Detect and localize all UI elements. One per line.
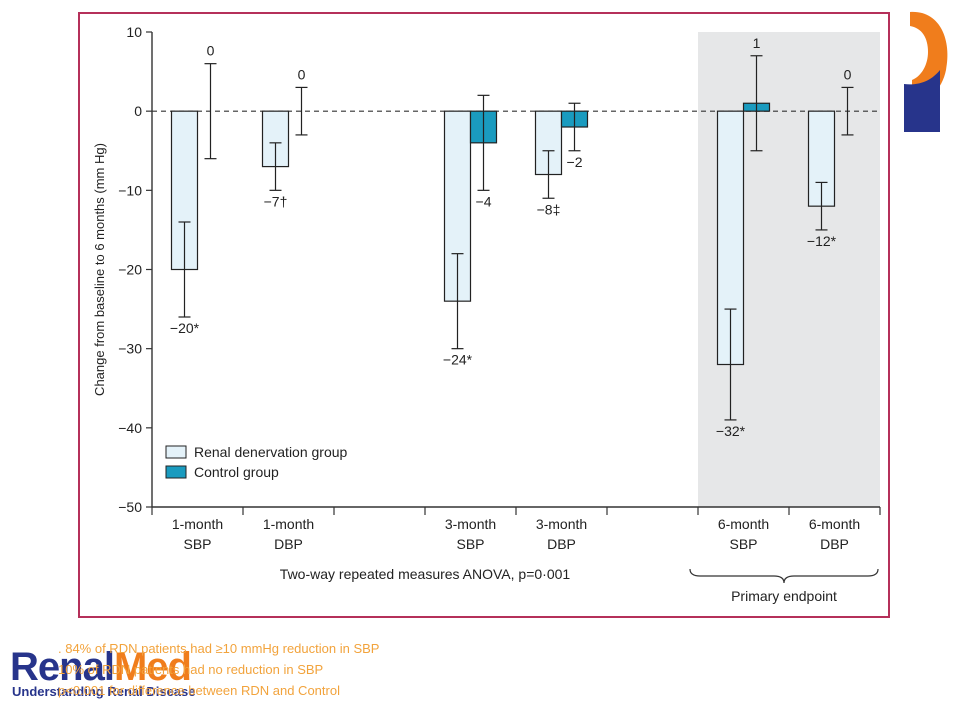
category-label-line1: 6-month bbox=[809, 516, 860, 532]
category-label-line2: SBP bbox=[183, 536, 211, 552]
category-label-line2: DBP bbox=[820, 536, 849, 552]
data-label: −4 bbox=[476, 193, 492, 209]
chart-frame: 10 0 −10 −20 −30 −40 −50 Change from baseline t… bbox=[78, 12, 890, 618]
legend-swatch bbox=[165, 465, 187, 479]
category-label-line1: 1-month bbox=[263, 516, 314, 532]
category-label-line1: 3-month bbox=[445, 516, 496, 532]
logo-word-renal: Renal bbox=[10, 645, 115, 689]
legend-swatch bbox=[165, 445, 187, 459]
renalmed-logo: RenalMed Understanding Renal Disease bbox=[10, 644, 240, 704]
data-label: −32* bbox=[716, 423, 746, 439]
legend-label: Control group bbox=[194, 464, 279, 480]
logo-tagline: Understanding Renal Disease bbox=[12, 684, 196, 699]
category-label-line1: 1-month bbox=[172, 516, 223, 532]
data-label: −2 bbox=[567, 154, 583, 170]
data-label: 1 bbox=[753, 35, 761, 51]
y-tick-label: −30 bbox=[118, 341, 142, 357]
legend-label: Renal denervation group bbox=[194, 444, 348, 460]
category-label-line2: SBP bbox=[456, 536, 484, 552]
anova-note: Two-way repeated measures ANOVA, p=0·001 bbox=[280, 566, 571, 582]
data-label: 0 bbox=[207, 43, 215, 59]
notes-list: . 84% of RDN patients had ≥10 mmHg reduc… bbox=[58, 638, 578, 701]
category-label-line1: 3-month bbox=[536, 516, 587, 532]
category-label-line1: 6-month bbox=[718, 516, 769, 532]
category-label-line2: SBP bbox=[729, 536, 757, 552]
renalmed-brand-mark-icon bbox=[904, 11, 948, 132]
y-tick-label: 10 bbox=[126, 24, 142, 40]
data-label: 0 bbox=[298, 66, 306, 82]
data-label: −12* bbox=[807, 233, 837, 249]
category-label-line2: DBP bbox=[547, 536, 576, 552]
data-label: −7† bbox=[264, 193, 288, 209]
y-tick-label: −40 bbox=[118, 420, 142, 436]
y-tick-label: −20 bbox=[118, 262, 142, 278]
note-item: . 84% of RDN patients had ≥10 mmHg reduc… bbox=[58, 641, 380, 656]
primary-endpoint-bracket bbox=[689, 568, 879, 584]
logo-word-med: Med bbox=[113, 645, 192, 689]
y-tick-label: −10 bbox=[118, 182, 142, 198]
logo-wordmark: RenalMed bbox=[10, 644, 192, 690]
category-label-line2: DBP bbox=[274, 536, 303, 552]
data-label: 0 bbox=[844, 66, 852, 82]
y-tick-label: −50 bbox=[118, 499, 142, 515]
note-item: p<0.001 for difference between RDN and C… bbox=[58, 683, 340, 698]
note-item: 10% of RDN patients had no reduction in … bbox=[58, 662, 324, 677]
data-label: −20* bbox=[170, 320, 200, 336]
data-label: −8‡ bbox=[537, 201, 561, 217]
data-label: −24* bbox=[443, 352, 473, 368]
y-tick-label: 0 bbox=[134, 103, 142, 119]
primary-endpoint-label: Primary endpoint bbox=[731, 588, 837, 604]
y-axis-title: Change from baseline to 6 months (mm Hg) bbox=[92, 143, 107, 396]
